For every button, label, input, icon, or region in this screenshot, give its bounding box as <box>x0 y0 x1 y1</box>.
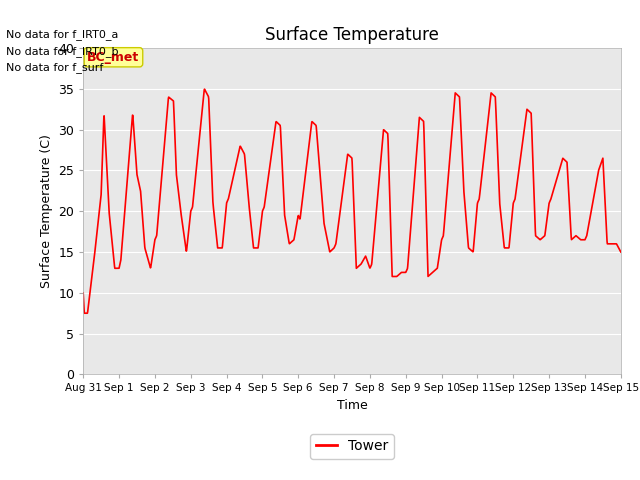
Line: Tower: Tower <box>83 89 621 313</box>
Tower <box>617 249 625 255</box>
Tower <box>195 147 202 153</box>
Tower <box>281 214 289 220</box>
Text: BC_met: BC_met <box>88 51 140 64</box>
Tower <box>111 261 118 266</box>
Tower <box>81 310 88 316</box>
Tower <box>447 144 454 150</box>
Title: Surface Temperature: Surface Temperature <box>265 25 439 44</box>
Text: No data for f_IRT0_a: No data for f_IRT0_a <box>6 29 119 40</box>
Tower <box>201 86 209 92</box>
X-axis label: Time: Time <box>337 399 367 412</box>
Legend: Tower: Tower <box>310 434 394 459</box>
Y-axis label: Surface Temperature (C): Surface Temperature (C) <box>40 134 52 288</box>
Tower <box>302 168 310 174</box>
Text: No data for f_IRT0_b: No data for f_IRT0_b <box>6 46 119 57</box>
Tower <box>79 290 87 296</box>
Tower <box>300 191 307 196</box>
Text: No data for f_surf: No data for f_surf <box>6 62 104 73</box>
